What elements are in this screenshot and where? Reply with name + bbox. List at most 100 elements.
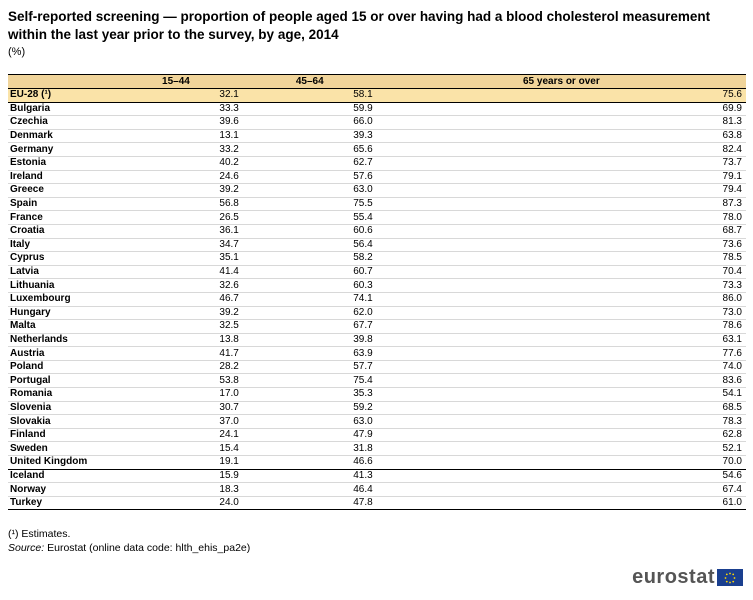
row-value: 39.3	[242, 129, 377, 144]
row-value: 30.7	[109, 401, 243, 416]
row-country: Sweden	[8, 441, 109, 457]
row-value: 73.6	[376, 238, 746, 253]
row-value: 58.2	[242, 251, 377, 266]
row-country: Iceland	[8, 469, 109, 484]
row-value: 40.2	[109, 156, 243, 171]
unit-label: (%)	[8, 46, 26, 58]
row-value: 63.1	[376, 333, 746, 348]
table-row: Malta 32.5 67.7 78.6	[8, 319, 746, 334]
table-row: France 26.5 55.4 78.0	[8, 210, 746, 225]
row-value: 55.4	[242, 210, 377, 225]
row-value: 35.1	[109, 251, 243, 266]
header-45-64: 45–64	[242, 74, 377, 89]
table-row: Iceland 15.9 41.3 54.6	[8, 469, 746, 484]
row-value: 32.6	[109, 278, 243, 293]
row-value: 60.6	[242, 224, 377, 239]
row-value: 24.6	[109, 170, 243, 185]
source-note: Source: Eurostat (online data code: hlth…	[8, 542, 250, 554]
row-value: 73.0	[376, 306, 746, 321]
eurostat-logo: eurostat	[632, 566, 743, 589]
row-value: 63.9	[242, 346, 377, 361]
row-value: 15.9	[109, 469, 243, 484]
row-country: Austria	[8, 346, 109, 361]
row-value: 68.5	[376, 401, 746, 416]
row-country: Slovenia	[8, 401, 109, 416]
source-label: Source:	[8, 542, 45, 554]
row-value: 47.8	[242, 496, 377, 511]
row-value: 79.4	[376, 183, 746, 198]
row-value: 58.1	[242, 88, 377, 103]
row-value: 46.6	[242, 455, 377, 470]
row-value: 46.4	[242, 482, 377, 497]
table-row: United Kingdom 19.1 46.6 70.0	[8, 455, 746, 470]
table-row: Denmark 13.1 39.3 63.8	[8, 129, 746, 144]
row-value: 73.3	[376, 278, 746, 293]
row-value: 35.3	[242, 387, 377, 402]
row-value: 74.0	[376, 360, 746, 375]
row-value: 41.4	[109, 265, 243, 280]
row-country: Turkey	[8, 496, 109, 511]
row-value: 41.3	[242, 469, 377, 484]
row-country: Finland	[8, 428, 109, 443]
table-row: Czechia 39.6 66.0 81.3	[8, 115, 746, 130]
row-country: Latvia	[8, 265, 109, 280]
row-value: 54.1	[376, 387, 746, 402]
row-value: 67.7	[242, 319, 377, 334]
row-value: 39.2	[109, 306, 243, 321]
table-row: EU-28 (¹) 32.1 58.1 75.6	[8, 88, 746, 103]
row-value: 32.5	[109, 319, 243, 334]
row-value: 28.2	[109, 360, 243, 375]
row-value: 33.2	[109, 142, 243, 157]
row-value: 73.7	[376, 156, 746, 171]
data-table: 15–44 45–64 65 years or over EU-28 (¹) 32…	[8, 74, 746, 511]
eu-flag-icon	[717, 569, 743, 586]
row-value: 59.9	[242, 102, 377, 117]
row-value: 83.6	[376, 373, 746, 389]
row-value: 52.1	[376, 441, 746, 457]
row-value: 39.2	[109, 183, 243, 198]
row-country: Romania	[8, 387, 109, 402]
row-value: 24.1	[109, 428, 243, 443]
table-row: Hungary 39.2 62.0 73.0	[8, 306, 746, 321]
table-row: Croatia 36.1 60.6 68.7	[8, 224, 746, 239]
row-value: 74.1	[242, 292, 377, 307]
row-value: 78.6	[376, 319, 746, 334]
row-value: 62.7	[242, 156, 377, 171]
row-value: 33.3	[109, 102, 243, 117]
row-country: Italy	[8, 238, 109, 253]
table-row: Latvia 41.4 60.7 70.4	[8, 265, 746, 280]
header-15-44: 15–44	[109, 74, 243, 89]
row-value: 37.0	[109, 414, 243, 429]
header-65-over: 65 years or over	[376, 74, 746, 89]
table-row: Luxembourg 46.7 74.1 86.0	[8, 292, 746, 307]
row-value: 46.7	[109, 292, 243, 307]
row-value: 17.0	[109, 387, 243, 402]
row-country: Slovakia	[8, 414, 109, 429]
row-value: 66.0	[242, 115, 377, 130]
footnote: (¹) Estimates.	[8, 528, 71, 540]
table-row: Romania 17.0 35.3 54.1	[8, 387, 746, 402]
row-country: Denmark	[8, 129, 109, 144]
row-value: 59.2	[242, 401, 377, 416]
source-text: Eurostat (online data code: hlth_ehis_pa…	[44, 542, 251, 554]
row-country: Portugal	[8, 373, 109, 389]
row-value: 78.0	[376, 210, 746, 225]
row-value: 56.8	[109, 197, 243, 212]
header-country	[8, 74, 109, 89]
row-value: 39.8	[242, 333, 377, 348]
table-row: Norway 18.3 46.4 67.4	[8, 482, 746, 497]
row-value: 81.3	[376, 115, 746, 130]
row-value: 54.6	[376, 469, 746, 484]
row-value: 60.3	[242, 278, 377, 293]
row-value: 62.8	[376, 428, 746, 443]
row-value: 61.0	[376, 496, 746, 511]
row-country: Bulgaria	[8, 102, 109, 117]
row-value: 15.4	[109, 441, 243, 457]
table-row: Greece 39.2 63.0 79.4	[8, 183, 746, 198]
table-row: Finland 24.1 47.9 62.8	[8, 428, 746, 443]
row-value: 69.9	[376, 102, 746, 117]
row-country: Greece	[8, 183, 109, 198]
row-value: 63.0	[242, 414, 377, 429]
row-value: 57.7	[242, 360, 377, 375]
row-country: Poland	[8, 360, 109, 375]
